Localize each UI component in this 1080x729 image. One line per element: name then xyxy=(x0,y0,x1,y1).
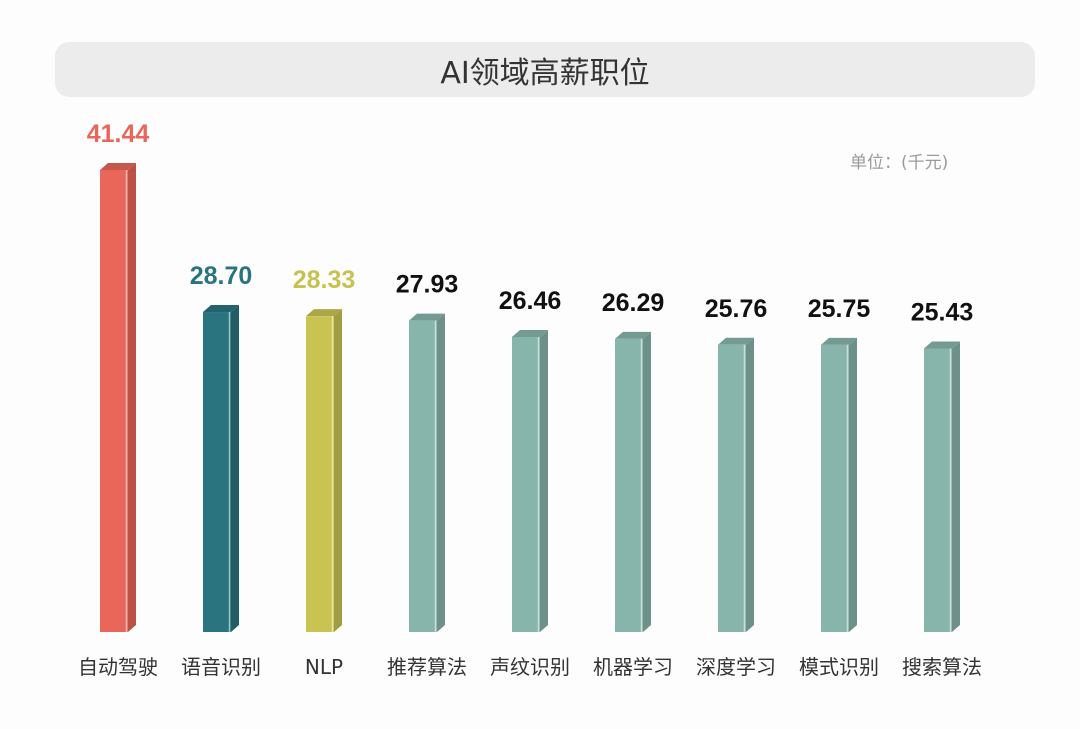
bar-side xyxy=(849,337,857,632)
bar-top xyxy=(512,330,548,338)
bar-side xyxy=(231,305,239,632)
bar-4 xyxy=(409,313,445,632)
bar-side xyxy=(128,163,136,632)
bar-side xyxy=(746,337,754,632)
bar-top xyxy=(821,337,857,345)
bar-top xyxy=(718,337,754,345)
bar-top xyxy=(409,313,445,321)
bar-front xyxy=(615,338,643,632)
bar-side xyxy=(437,313,445,632)
bar-side xyxy=(952,341,960,632)
value-label: 25.75 xyxy=(808,295,871,323)
category-label: 搜索算法 xyxy=(902,655,982,679)
value-label: 26.46 xyxy=(499,287,562,315)
value-label: 25.76 xyxy=(705,295,768,323)
bar-side xyxy=(540,330,548,632)
value-label: 28.33 xyxy=(293,266,356,294)
category-label: 推荐算法 xyxy=(387,655,467,679)
bar-front xyxy=(203,312,231,632)
bar-7 xyxy=(718,337,754,632)
value-label: 25.43 xyxy=(911,298,974,326)
value-label: 41.44 xyxy=(87,120,150,148)
bar-front xyxy=(512,337,540,632)
bar-front xyxy=(821,344,849,632)
value-label: 26.29 xyxy=(602,289,665,317)
bar-5 xyxy=(512,330,548,632)
value-label: 28.70 xyxy=(190,262,253,290)
bar-top xyxy=(924,341,960,349)
category-label: 声纹识别 xyxy=(490,655,570,679)
bar-top xyxy=(306,309,342,317)
bar-top xyxy=(615,331,651,339)
category-label: 模式识别 xyxy=(799,655,879,679)
bar-front xyxy=(718,344,746,632)
bar-front xyxy=(306,316,334,632)
bar-side xyxy=(643,331,651,632)
bar-2 xyxy=(203,305,239,632)
bar-1 xyxy=(100,163,136,632)
bar-top xyxy=(100,163,136,170)
bar-side xyxy=(334,309,342,632)
category-label: 自动驾驶 xyxy=(78,655,158,679)
bar-8 xyxy=(821,337,857,632)
unit-label: 单位：(千元) xyxy=(850,153,949,173)
category-label: NLP xyxy=(305,655,343,679)
bar-3 xyxy=(306,309,342,632)
category-label: 机器学习 xyxy=(593,655,673,679)
bar-9 xyxy=(924,341,960,632)
chart-title-box: AI领域高薪职位 xyxy=(55,42,1035,97)
bar-front xyxy=(100,170,128,632)
bar-front xyxy=(409,320,437,632)
value-label: 27.93 xyxy=(396,271,459,299)
bar-top xyxy=(203,305,239,313)
bar-front xyxy=(924,348,952,632)
category-label: 语音识别 xyxy=(181,655,261,679)
chart-title: AI领域高薪职位 xyxy=(440,55,650,91)
category-label: 深度学习 xyxy=(696,655,776,679)
bar-6 xyxy=(615,331,651,632)
